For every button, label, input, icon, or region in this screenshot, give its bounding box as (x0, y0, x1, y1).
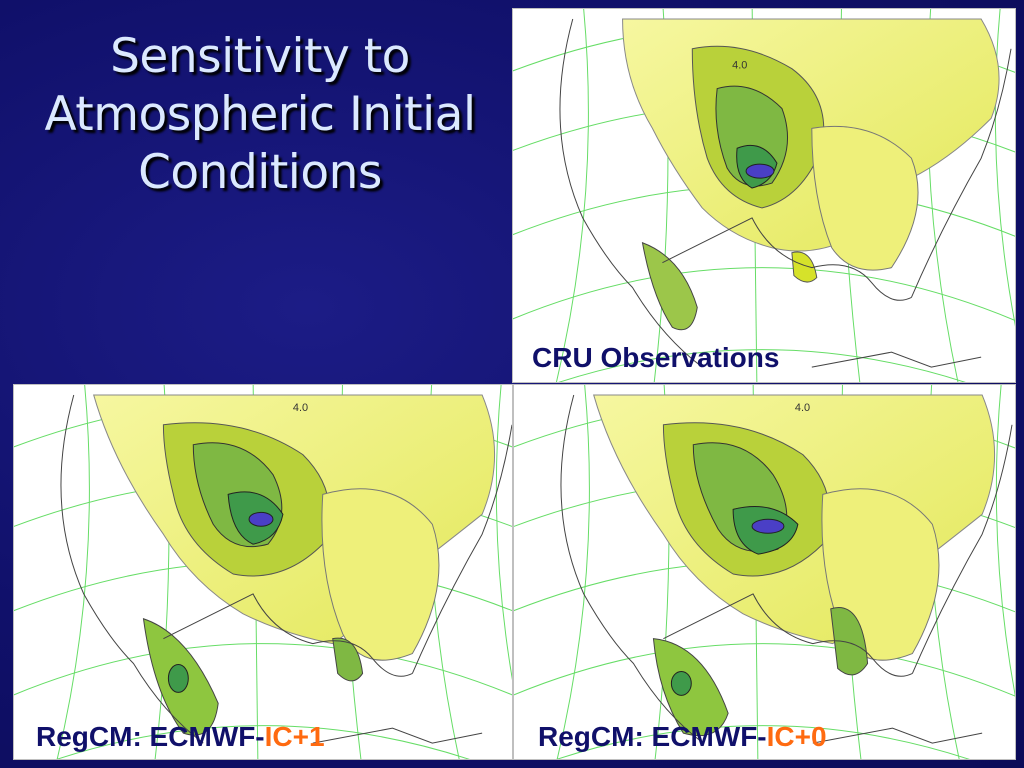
cru-map: 4.0 (513, 9, 1015, 382)
precip-region-east (811, 125, 919, 271)
contour-label: 4.0 (732, 60, 747, 72)
precip-peak (745, 163, 775, 179)
caption-cru-text: CRU Observations (532, 342, 780, 373)
precip-region-florida (791, 251, 818, 283)
caption-ic0: RegCM: ECMWF-IC+0 (538, 721, 827, 753)
caption-cru: CRU Observations (532, 342, 779, 374)
title-line-2: Atmospheric Initial (44, 87, 476, 142)
caption-ic0-highlight: IC+0 (766, 721, 827, 752)
caption-ic1-highlight: IC+1 (264, 721, 325, 752)
map-panel-ic1: 4.0 (13, 384, 513, 760)
precip-region-east (321, 488, 440, 661)
ic1-map: 4.0 (14, 385, 512, 759)
caption-ic0-prefix: RegCM: ECMWF- (538, 721, 767, 752)
title-line-1: Sensitivity to (110, 29, 410, 84)
contour-label: 4.0 (795, 402, 810, 414)
contour-label: 4.0 (293, 402, 308, 414)
slide-title: Sensitivity to Atmospheric Initial Condi… (10, 28, 510, 202)
precip-peak-mexico (167, 664, 189, 693)
title-line-3: Conditions (138, 145, 382, 200)
caption-ic1-prefix: RegCM: ECMWF- (36, 721, 265, 752)
caption-ic1: RegCM: ECMWF-IC+1 (36, 721, 325, 753)
precip-region-mexico (641, 241, 698, 331)
precip-peak (751, 518, 785, 534)
precip-region-florida (332, 637, 364, 682)
map-panel-ic0: 4.0 (513, 384, 1016, 760)
map-panel-cru: 4.0 (512, 8, 1016, 383)
ic0-map: 4.0 (514, 385, 1015, 759)
precip-region-florida (830, 607, 869, 676)
precip-peak-mexico (670, 670, 692, 696)
precip-peak (248, 511, 274, 527)
